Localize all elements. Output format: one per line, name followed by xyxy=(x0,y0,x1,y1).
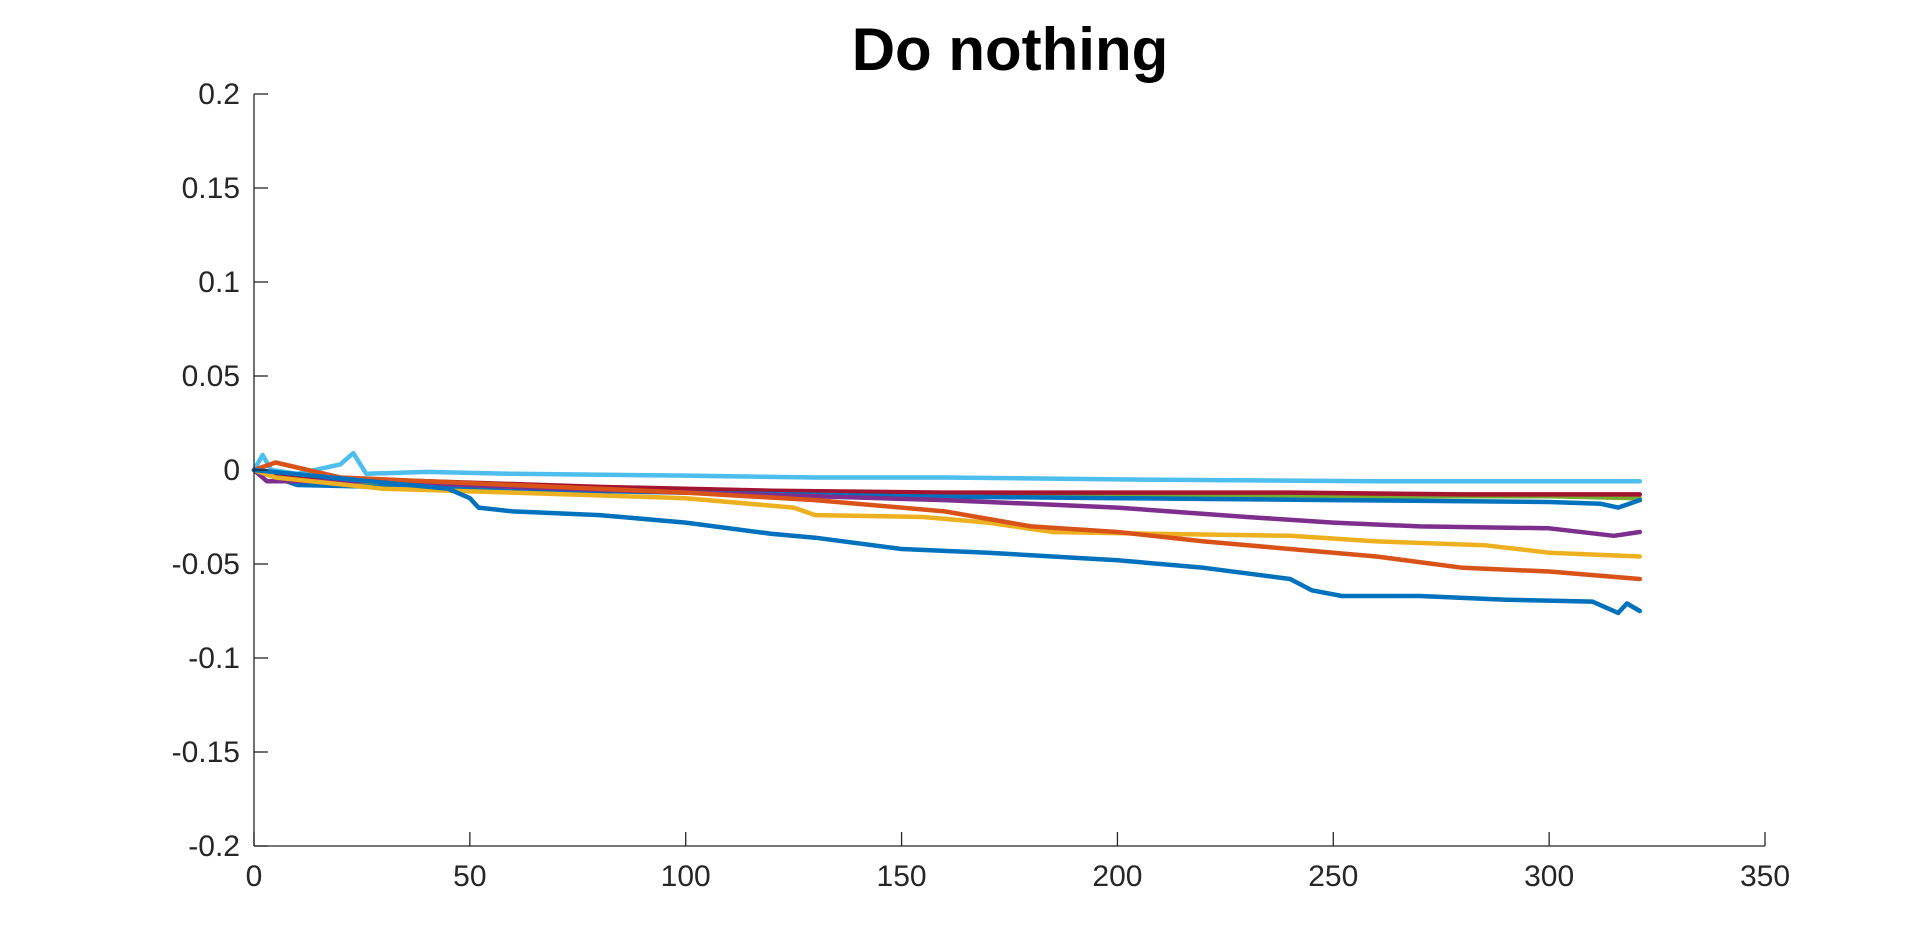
y-tick-label: 0.15 xyxy=(182,172,240,205)
series-line-8 xyxy=(251,467,1643,616)
series-line-1 xyxy=(251,450,1643,484)
axes: 0 50 100 150 200 250 300 350 0.2 0.15 0.1 0.05 0 -0.0… xyxy=(172,78,1790,893)
x-tick-label: 0 xyxy=(246,860,263,893)
x-tick-label: 100 xyxy=(661,860,711,893)
y-tick-label: -0.15 xyxy=(172,736,240,769)
x-tick-label: 50 xyxy=(453,860,486,893)
y-tick-label: 0.05 xyxy=(182,360,240,393)
y-tick-label: 0.1 xyxy=(198,266,240,299)
y-tick-label: 0.2 xyxy=(198,78,240,111)
x-tick-label: 200 xyxy=(1092,860,1142,893)
y-tick-label: -0.05 xyxy=(172,548,240,581)
series-line-7 xyxy=(251,460,1643,582)
x-tick-label: 250 xyxy=(1308,860,1358,893)
x-tick-label: 150 xyxy=(877,860,927,893)
y-tick-label: 0 xyxy=(223,454,240,487)
y-tick-label: -0.2 xyxy=(188,830,240,863)
y-tick-label: -0.1 xyxy=(188,642,240,675)
x-tick-label: 300 xyxy=(1524,860,1574,893)
series-group xyxy=(251,450,1643,616)
x-tick-label: 350 xyxy=(1740,860,1790,893)
chart-title: Do nothing xyxy=(852,16,1169,83)
